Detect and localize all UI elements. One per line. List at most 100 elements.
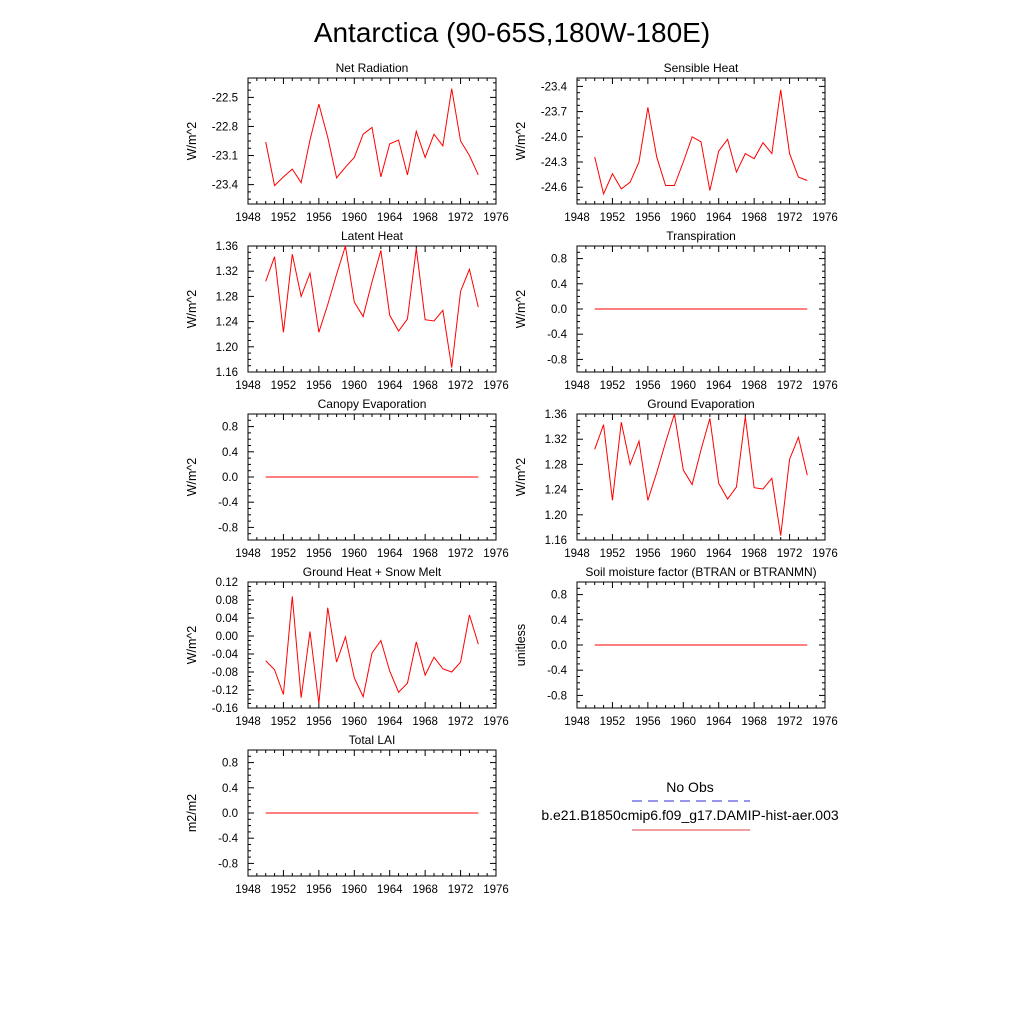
x-tick-label: 1948 <box>235 380 261 392</box>
x-tick-label: 1960 <box>670 548 696 560</box>
panel-title: Soil moisture factor (BTRAN or BTRANMN) <box>585 565 816 579</box>
y-tick-label: 1.28 <box>545 459 567 471</box>
x-tick-label: 1960 <box>670 716 696 728</box>
y-tick-label: 1.24 <box>216 317 239 329</box>
x-tick-label: 1972 <box>448 380 474 392</box>
x-tick-label: 1952 <box>600 716 626 728</box>
y-tick-label: -23.4 <box>541 81 568 93</box>
panel-title: Ground Heat + Snow Melt <box>303 565 442 579</box>
x-tick-label: 1972 <box>777 380 803 392</box>
x-tick-label: 1960 <box>341 884 367 896</box>
y-tick-label: 1.24 <box>545 485 568 497</box>
x-tick-label: 1960 <box>341 548 367 560</box>
x-tick-label: 1964 <box>377 716 403 728</box>
panel-title: Transpiration <box>666 229 736 243</box>
y-tick-label: -0.8 <box>547 354 567 366</box>
x-tick-label: 1964 <box>377 884 403 896</box>
panel-title: Sensible Heat <box>664 61 739 75</box>
x-tick-label: 1960 <box>341 716 367 728</box>
chart-panel: Total LAI m2/m2 1948 1952 1956 1960 1964 1968 19… <box>185 733 509 896</box>
x-tick-label: 1968 <box>741 212 767 224</box>
y-tick-label: 0.0 <box>222 472 238 484</box>
chart-panel: Soil moisture factor (BTRAN or BTRANMN) u… <box>514 565 838 728</box>
x-tick-label: 1968 <box>412 716 438 728</box>
chart-panel: Net Radiation W/m^2 1948 1952 1956 1960 1964 19… <box>185 61 509 224</box>
y-tick-label: 0.04 <box>216 613 239 625</box>
x-tick-label: 1952 <box>600 380 626 392</box>
x-tick-label: 1952 <box>271 548 297 560</box>
y-tick-label: 0.00 <box>216 631 238 643</box>
chart-panel: Transpiration W/m^2 1948 1952 1956 1960 1964 19… <box>514 229 838 392</box>
y-tick-label: -0.04 <box>212 649 239 661</box>
y-tick-label: 0.4 <box>222 447 239 459</box>
y-axis-label: W/m^2 <box>514 122 528 161</box>
y-tick-label: -0.16 <box>212 703 238 715</box>
y-tick-label: -0.8 <box>218 522 238 534</box>
y-tick-label: -0.4 <box>547 665 567 677</box>
x-tick-label: 1968 <box>741 548 767 560</box>
y-tick-label: -23.4 <box>212 180 239 192</box>
x-tick-label: 1948 <box>235 548 261 560</box>
x-tick-label: 1956 <box>306 716 332 728</box>
x-tick-label: 1948 <box>235 884 261 896</box>
panel-title: Total LAI <box>349 733 396 747</box>
y-tick-label: 0.0 <box>222 808 238 820</box>
y-axis-label: W/m^2 <box>185 122 199 161</box>
x-tick-label: 1968 <box>412 380 438 392</box>
panel-title: Net Radiation <box>336 61 409 75</box>
figure-title: Antarctica (90-65S,180W-180E) <box>314 17 710 48</box>
y-tick-label: -24.0 <box>541 132 567 144</box>
x-tick-label: 1976 <box>483 548 509 560</box>
y-tick-label: 1.32 <box>545 434 567 446</box>
x-tick-label: 1968 <box>412 548 438 560</box>
y-tick-label: -22.8 <box>212 121 238 133</box>
x-tick-label: 1964 <box>377 548 403 560</box>
panel-title: Latent Heat <box>341 229 404 243</box>
y-tick-label: 1.36 <box>216 241 238 253</box>
x-tick-label: 1956 <box>306 884 332 896</box>
y-tick-label: 1.36 <box>545 409 567 421</box>
y-tick-label: -0.4 <box>218 833 238 845</box>
x-tick-label: 1960 <box>341 212 367 224</box>
x-tick-label: 1956 <box>306 212 332 224</box>
series-line <box>265 245 479 368</box>
x-tick-label: 1976 <box>483 380 509 392</box>
y-tick-label: 0.8 <box>551 254 567 266</box>
x-tick-label: 1972 <box>448 212 474 224</box>
x-tick-label: 1964 <box>706 380 732 392</box>
x-tick-label: 1972 <box>777 212 803 224</box>
x-tick-label: 1976 <box>812 380 838 392</box>
x-tick-label: 1976 <box>483 884 509 896</box>
x-tick-label: 1972 <box>448 548 474 560</box>
y-tick-label: 0.0 <box>551 304 567 316</box>
x-tick-label: 1964 <box>706 548 732 560</box>
x-tick-label: 1952 <box>600 212 626 224</box>
x-tick-label: 1956 <box>635 716 661 728</box>
y-tick-label: 0.08 <box>216 595 238 607</box>
chart-panels: Net Radiation W/m^2 1948 1952 1956 1960 1964 19… <box>185 61 838 896</box>
panel-title: Canopy Evaporation <box>318 397 427 411</box>
plot-frame <box>247 581 497 709</box>
y-tick-label: 0.12 <box>216 577 238 589</box>
series-line <box>594 89 808 196</box>
y-axis-label: W/m^2 <box>514 290 528 329</box>
y-tick-label: 1.32 <box>216 266 238 278</box>
x-tick-label: 1956 <box>635 212 661 224</box>
y-tick-label: -0.4 <box>218 497 238 509</box>
y-tick-label: -0.8 <box>547 690 567 702</box>
x-tick-label: 1964 <box>377 212 403 224</box>
y-tick-label: -24.6 <box>541 182 567 194</box>
x-tick-label: 1976 <box>483 716 509 728</box>
y-tick-label: 0.8 <box>222 422 238 434</box>
chart-panel: Latent Heat W/m^2 1948 1952 1956 1960 1964 1968… <box>185 229 509 392</box>
plot-frame <box>247 77 497 205</box>
chart-panel: Canopy Evaporation W/m^2 1948 1952 1956 1960 1… <box>185 397 509 560</box>
series-line <box>265 596 479 704</box>
y-tick-label: 0.8 <box>551 590 567 602</box>
legend-label-model: b.e21.B1850cmip6.f09_g17.DAMIP-hist-aer.… <box>541 807 839 823</box>
x-tick-label: 1972 <box>448 716 474 728</box>
chart-panel: Sensible Heat W/m^2 1948 1952 1956 1960 1964 19… <box>514 61 838 224</box>
x-tick-label: 1956 <box>635 548 661 560</box>
chart-panel: Ground Evaporation W/m^2 1948 1952 1956 1960 1… <box>514 397 838 560</box>
x-tick-label: 1956 <box>635 380 661 392</box>
